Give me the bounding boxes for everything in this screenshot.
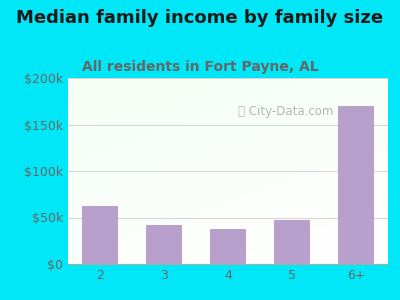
Text: Median family income by family size: Median family income by family size	[16, 9, 384, 27]
Text: ⓘ City-Data.com: ⓘ City-Data.com	[238, 105, 333, 118]
Bar	[146, 225, 182, 264]
Bar	[82, 206, 118, 264]
Bar	[338, 106, 374, 264]
Bar	[274, 220, 310, 264]
Text: All residents in Fort Payne, AL: All residents in Fort Payne, AL	[82, 60, 318, 74]
Bar	[210, 229, 246, 264]
